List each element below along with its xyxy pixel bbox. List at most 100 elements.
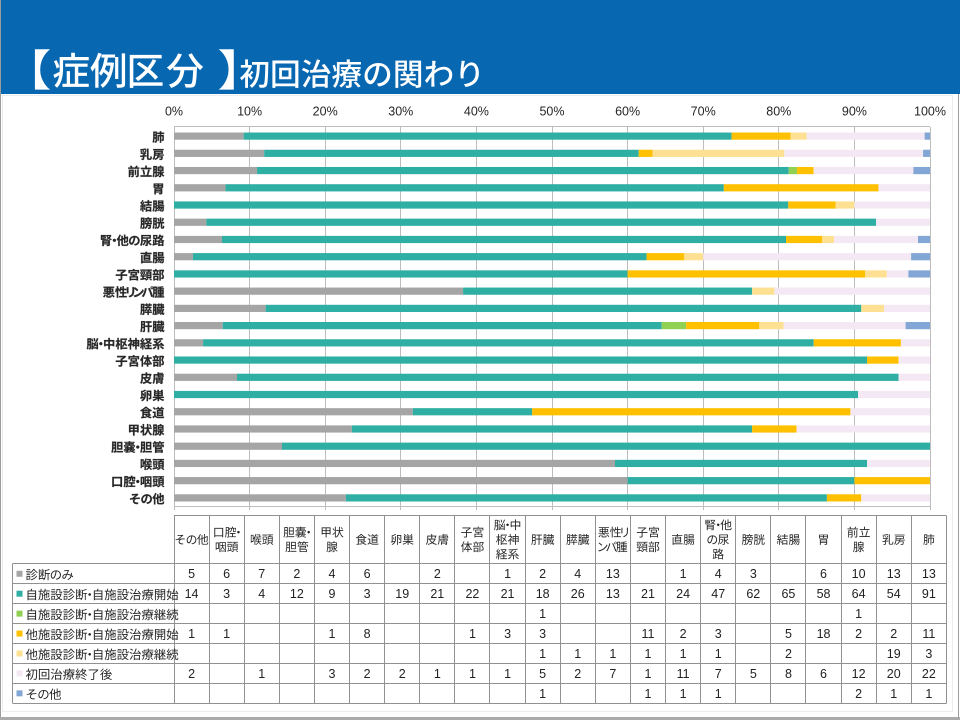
svg-text:20: 20 <box>887 667 901 681</box>
svg-text:22: 22 <box>465 587 479 601</box>
svg-text:6: 6 <box>223 567 230 581</box>
svg-text:24: 24 <box>676 587 690 601</box>
svg-text:3: 3 <box>223 587 230 601</box>
svg-text:1: 1 <box>223 627 230 641</box>
svg-text:2: 2 <box>293 567 300 581</box>
svg-text:1: 1 <box>609 647 616 661</box>
svg-text:13: 13 <box>606 567 620 581</box>
svg-text:8: 8 <box>785 667 792 681</box>
svg-text:64: 64 <box>852 587 866 601</box>
svg-text:1: 1 <box>504 567 511 581</box>
svg-text:2: 2 <box>188 667 195 681</box>
svg-text:19: 19 <box>395 587 409 601</box>
svg-text:1: 1 <box>645 647 652 661</box>
svg-text:14: 14 <box>185 587 199 601</box>
svg-text:3: 3 <box>504 627 511 641</box>
svg-text:6: 6 <box>820 567 827 581</box>
svg-text:5: 5 <box>750 667 757 681</box>
svg-text:22: 22 <box>922 667 936 681</box>
svg-text:0%: 0% <box>165 105 183 119</box>
svg-text:2: 2 <box>680 627 687 641</box>
svg-text:3: 3 <box>750 567 757 581</box>
svg-text:1: 1 <box>329 627 336 641</box>
svg-text:4: 4 <box>329 567 336 581</box>
svg-text:2: 2 <box>364 667 371 681</box>
svg-text:6: 6 <box>364 567 371 581</box>
svg-text:7: 7 <box>258 567 265 581</box>
svg-text:1: 1 <box>645 687 652 701</box>
svg-text:5: 5 <box>785 627 792 641</box>
svg-text:2: 2 <box>434 567 441 581</box>
svg-text:2: 2 <box>890 627 897 641</box>
svg-text:7: 7 <box>609 667 616 681</box>
svg-text:3: 3 <box>715 627 722 641</box>
svg-text:3: 3 <box>329 667 336 681</box>
svg-text:70%: 70% <box>691 105 716 119</box>
svg-text:90%: 90% <box>842 105 867 119</box>
svg-text:21: 21 <box>501 587 515 601</box>
svg-text:26: 26 <box>571 587 585 601</box>
svg-text:13: 13 <box>922 567 936 581</box>
svg-text:19: 19 <box>887 647 901 661</box>
svg-text:13: 13 <box>606 587 620 601</box>
svg-text:5: 5 <box>188 567 195 581</box>
svg-text:1: 1 <box>680 687 687 701</box>
svg-text:65: 65 <box>781 587 795 601</box>
svg-text:13: 13 <box>887 567 901 581</box>
svg-text:2: 2 <box>855 627 862 641</box>
svg-text:1: 1 <box>539 687 546 701</box>
svg-text:62: 62 <box>746 587 760 601</box>
svg-text:10: 10 <box>852 567 866 581</box>
svg-text:1: 1 <box>645 667 652 681</box>
svg-text:21: 21 <box>430 587 444 601</box>
svg-text:18: 18 <box>817 627 831 641</box>
svg-text:3: 3 <box>925 647 932 661</box>
svg-text:1: 1 <box>680 567 687 581</box>
svg-text:60%: 60% <box>615 105 640 119</box>
svg-text:2: 2 <box>855 687 862 701</box>
svg-text:9: 9 <box>329 587 336 601</box>
svg-text:1: 1 <box>715 687 722 701</box>
svg-text:1: 1 <box>890 687 897 701</box>
svg-text:30%: 30% <box>388 105 413 119</box>
svg-text:1: 1 <box>469 627 476 641</box>
svg-text:58: 58 <box>817 587 831 601</box>
svg-text:1: 1 <box>680 647 687 661</box>
svg-text:21: 21 <box>641 587 655 601</box>
svg-text:2: 2 <box>539 567 546 581</box>
svg-text:1: 1 <box>855 607 862 621</box>
svg-text:2: 2 <box>785 647 792 661</box>
svg-text:12: 12 <box>852 667 866 681</box>
svg-text:1: 1 <box>574 647 581 661</box>
svg-text:50%: 50% <box>539 105 564 119</box>
svg-text:4: 4 <box>715 567 722 581</box>
svg-text:4: 4 <box>574 567 581 581</box>
svg-text:91: 91 <box>922 587 936 601</box>
svg-text:47: 47 <box>711 587 725 601</box>
svg-text:11: 11 <box>641 627 654 641</box>
svg-text:1: 1 <box>434 667 441 681</box>
svg-text:12: 12 <box>290 587 304 601</box>
svg-text:1: 1 <box>188 627 195 641</box>
svg-text:40%: 40% <box>464 105 489 119</box>
svg-text:3: 3 <box>364 587 371 601</box>
svg-text:6: 6 <box>820 667 827 681</box>
svg-text:8: 8 <box>364 627 371 641</box>
svg-text:2: 2 <box>399 667 406 681</box>
svg-text:20%: 20% <box>313 105 338 119</box>
svg-text:100%: 100% <box>914 105 946 119</box>
svg-text:1: 1 <box>539 607 546 621</box>
svg-text:2: 2 <box>574 667 581 681</box>
svg-text:1: 1 <box>715 647 722 661</box>
svg-text:1: 1 <box>504 667 511 681</box>
svg-text:5: 5 <box>539 667 546 681</box>
svg-text:80%: 80% <box>766 105 791 119</box>
svg-text:11: 11 <box>677 667 690 681</box>
svg-text:10%: 10% <box>237 105 262 119</box>
svg-text:11: 11 <box>922 627 935 641</box>
svg-text:1: 1 <box>469 667 476 681</box>
svg-text:18: 18 <box>536 587 550 601</box>
svg-text:1: 1 <box>539 647 546 661</box>
svg-text:7: 7 <box>715 667 722 681</box>
svg-text:54: 54 <box>887 587 901 601</box>
